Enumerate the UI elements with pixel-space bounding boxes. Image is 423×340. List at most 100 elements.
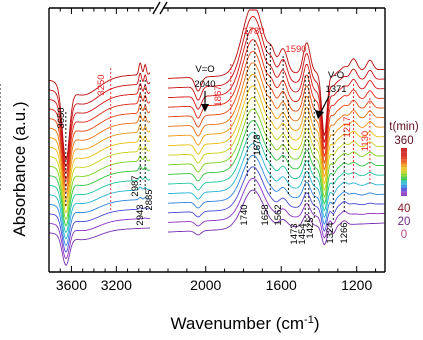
legend-gradient-segment (401, 192, 407, 195)
peak-guide-lines (0, 30, 371, 226)
legend-gradient-segment (401, 154, 407, 156)
peak-label-2987: 2987 (130, 175, 141, 196)
legend-gradient-segment (401, 156, 407, 158)
peak-label-1130: 1130 (360, 131, 371, 151)
spectrum-trace-6-seg0 (48, 165, 151, 227)
legend-gradient-segment (401, 167, 407, 169)
axes: 3600 3200 2000 1600 1200 (48, 1, 386, 293)
x-axis-title-tail: ) (314, 314, 320, 333)
x-tick-label: 1600 (266, 277, 297, 293)
y-axis-title: Absorbance (a.u.) (10, 101, 29, 236)
legend-label-20: 20 (398, 216, 411, 228)
legend-gradient-segment (401, 162, 407, 164)
peak-label-2885: 2885 (144, 189, 155, 210)
peak-label-1473: 1473 (289, 223, 300, 244)
legend-gradient-segment (401, 178, 407, 180)
peak-label-1324: 1324 (325, 222, 336, 243)
v-single-o-arrow-shaft (319, 95, 330, 115)
spectrum-trace-2-seg0 (48, 207, 151, 253)
legend-gradient-segment (401, 168, 407, 171)
spectrum-trace-1-seg1 (168, 177, 385, 239)
spectrum-trace-6-seg1 (168, 120, 385, 205)
spectrum-trace-10-seg0 (48, 124, 151, 201)
legend-gradient-segment (401, 172, 407, 174)
peak-label-1867: 1867 (213, 85, 224, 106)
label-1371: 1371 (325, 84, 346, 95)
legend-title: t(min) (389, 121, 419, 133)
spectrum-trace-4-seg0 (48, 186, 151, 240)
legend-gradient-segment (401, 191, 407, 193)
legend-gradient-segment (401, 188, 407, 190)
x-axis-title-sup: -1 (304, 314, 314, 326)
spectrum-trace-5-seg1 (168, 131, 385, 212)
spectrum-trace-1-seg0 (49, 217, 151, 260)
peak-label-1678: 1678 (252, 134, 263, 155)
spectrum-trace-16-seg0 (48, 62, 151, 161)
spectrum-trace-3-seg0 (48, 196, 151, 247)
legend-label-0: 0 (401, 229, 407, 241)
spectrum-trace-3-seg1 (168, 154, 385, 226)
legend-gradient-segment (401, 184, 407, 187)
spectrum-trace-4-seg1 (168, 143, 385, 219)
legend-gradient-segment (401, 173, 407, 176)
label-v-double-o: V=O (195, 64, 214, 75)
x-axis-title-main: Wavenumber (cm (171, 314, 305, 333)
peak-label-1780: 1780 (243, 26, 264, 37)
peak-label-1454: 1454 (297, 223, 308, 244)
legend-gradient-segment (401, 164, 407, 166)
spectrum-trace-8-seg1 (168, 96, 385, 192)
x-axis-title: Wavenumber (cm-1) (171, 314, 320, 333)
peak-label-1217: 1217 (342, 116, 353, 137)
spectra-traces (48, 9, 385, 266)
legend-label-360: 360 (394, 135, 413, 147)
legend-gradient-segment (401, 157, 407, 160)
peak-label-1425: 1425 (305, 217, 316, 238)
x-tick-label: 3200 (101, 277, 132, 293)
axis-break-marker (152, 1, 168, 15)
peak-label-1658: 1658 (260, 204, 271, 225)
spectrum-trace-0-seg0 (48, 227, 150, 266)
legend-gradient-segment (401, 159, 407, 161)
spectrum-trace-16-seg1 (168, 9, 385, 136)
peak-label-1266: 1266 (339, 222, 350, 243)
x-tick-label: 3600 (56, 277, 87, 293)
peak-label-3650: 3650 (56, 107, 67, 128)
x-tick-label: 1200 (341, 277, 372, 293)
legend-gradient-segment (401, 189, 407, 192)
peak-label-1562: 1562 (273, 204, 284, 225)
spectrum-trace-9-seg1 (168, 85, 385, 185)
spectrum-trace-13-seg0 (48, 93, 151, 181)
legend-gradient-segment (401, 148, 407, 150)
legend-gradient-segment (401, 170, 407, 172)
spectrum-trace-7-seg0 (48, 155, 151, 220)
legend-gradient-segment (401, 183, 407, 185)
legend-gradient-segment (401, 152, 407, 155)
x-tick-label: 2000 (190, 277, 221, 293)
spectrum-trace-8-seg0 (48, 145, 151, 214)
legend-gradient-segment (401, 176, 407, 179)
spectrum-trace-7-seg1 (168, 108, 385, 199)
legend-gradient-segment (401, 149, 407, 152)
peak-label-2943: 2943 (135, 204, 146, 225)
legend-gradient-segment (401, 160, 407, 163)
spectrum-trace-14-seg1 (168, 27, 385, 150)
spectrum-trace-0-seg1 (168, 189, 385, 246)
peak-label-1740: 1740 (239, 204, 250, 225)
spectrum-trace-5-seg0 (48, 176, 151, 233)
v-double-o-arrow-head (201, 104, 209, 112)
spectrum-trace-15-seg0 (48, 73, 151, 168)
label-v-single-o: V-O (328, 70, 344, 81)
legend-gradient-segment (401, 194, 407, 196)
peak-label-3250: 3250 (96, 74, 107, 95)
peak-label-1590: 1590 (285, 44, 306, 55)
label-2040: 2040 (194, 79, 215, 90)
spectrum-trace-12-seg0 (48, 104, 151, 187)
spectrum-trace-10-seg1 (168, 73, 385, 179)
v-single-o-arrow-head (315, 110, 324, 119)
spectrum-trace-2-seg1 (168, 166, 385, 232)
legend-gradient-segment (401, 175, 407, 177)
legend-gradient-segment (401, 165, 407, 168)
